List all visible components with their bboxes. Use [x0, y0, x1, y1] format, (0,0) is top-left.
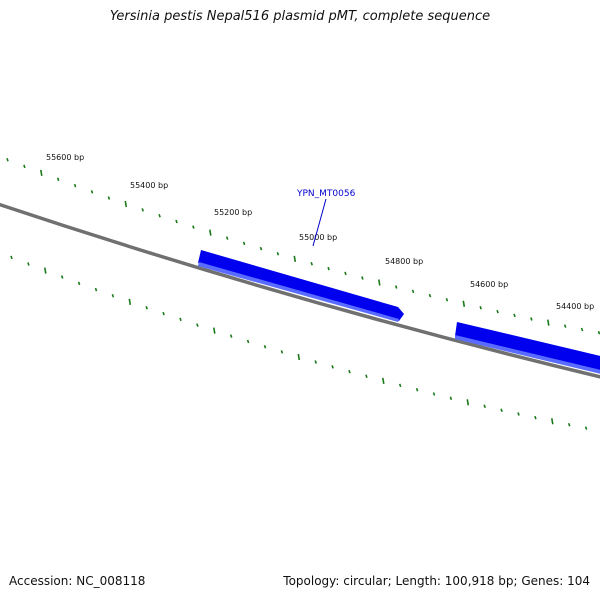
scale-tick	[344, 271, 347, 276]
scale-tick	[361, 276, 364, 280]
scale-tick	[314, 360, 317, 364]
scale-tick	[192, 225, 195, 229]
scale-tick	[107, 196, 111, 200]
scale-tick	[229, 334, 233, 338]
scale-tick	[10, 255, 13, 260]
scale-tick	[162, 311, 165, 316]
scale-tick	[242, 241, 246, 246]
position-label: 54800 bp	[385, 257, 423, 266]
scale-tick	[196, 323, 199, 327]
scale-tick	[263, 344, 267, 349]
scale-tick	[348, 369, 351, 374]
scale-tick	[27, 262, 30, 266]
scale-tick	[141, 208, 144, 212]
scale-tick	[179, 317, 182, 322]
position-label: 55600 bp	[46, 153, 84, 162]
scale-tick	[213, 327, 216, 334]
scale-tick	[297, 353, 301, 361]
position-label: 54600 bp	[470, 280, 508, 289]
gene-label[interactable]: YPN_MT0056	[296, 189, 356, 199]
scale-tick	[496, 309, 499, 314]
position-label: 54400 bp	[556, 302, 594, 311]
scale-tick	[445, 297, 449, 302]
scale-tick	[563, 324, 567, 328]
scale-tick	[276, 252, 280, 256]
scale-tick	[513, 313, 516, 318]
gene-label-leader	[312, 198, 327, 247]
scale-tick	[175, 219, 178, 224]
scale-tick	[327, 266, 330, 271]
scale-tick	[580, 327, 584, 332]
scale-tick	[534, 415, 537, 420]
scale-tick	[209, 229, 212, 236]
scale-tick	[73, 183, 77, 188]
scale-tick	[584, 426, 588, 430]
scale-tick	[111, 294, 115, 298]
scale-tick	[500, 408, 503, 412]
scale-tick	[56, 177, 60, 182]
scale-tick	[145, 306, 148, 310]
gene-arrow[interactable]	[455, 322, 600, 375]
gene-arrow[interactable]	[198, 250, 404, 322]
scale-tick	[124, 200, 128, 208]
map-title: Yersinia pestis Nepal516 plasmid pMT, co…	[109, 9, 491, 24]
scale-tick	[567, 423, 571, 427]
plasmid-backbone	[0, 202, 600, 379]
position-label: 55400 bp	[130, 181, 168, 190]
scale-tick	[94, 287, 98, 292]
inner-ticks	[10, 255, 588, 430]
scale-tick	[259, 246, 263, 251]
scale-tick	[432, 392, 436, 396]
scale-tick	[40, 169, 43, 177]
scale-tick	[378, 279, 381, 286]
scale-tick	[517, 412, 520, 416]
scale-tick	[466, 399, 470, 406]
scale-tick	[365, 374, 368, 379]
scale-tick	[382, 377, 385, 385]
scale-tick	[415, 387, 419, 392]
scale-tick	[479, 306, 482, 310]
scale-tick	[310, 262, 313, 266]
position-label: 55000 bp	[299, 233, 337, 242]
scale-tick	[449, 396, 453, 400]
scale-tick	[128, 298, 132, 305]
scale-tick	[77, 281, 81, 286]
scale-tick	[483, 404, 486, 409]
scale-tick	[411, 289, 415, 294]
scale-tick	[331, 365, 334, 369]
scale-tick	[23, 164, 26, 169]
scale-tick	[6, 158, 9, 162]
scale-tick	[394, 285, 398, 289]
scale-tick	[597, 330, 600, 335]
scale-tick	[44, 267, 47, 274]
position-label: 55200 bp	[214, 208, 252, 217]
scale-tick	[428, 293, 432, 298]
scale-tick	[280, 350, 284, 354]
scale-tick	[530, 317, 533, 321]
scale-tick	[90, 190, 94, 194]
scale-tick	[547, 319, 550, 326]
scale-tick	[398, 383, 402, 388]
scale-tick	[225, 236, 229, 240]
scale-tick	[60, 275, 64, 279]
scale-tick	[551, 418, 554, 425]
outer-ticks	[6, 158, 600, 335]
scale-tick	[293, 255, 297, 262]
accession-text: Accession: NC_008118	[9, 574, 146, 588]
summary-text: Topology: circular; Length: 100,918 bp; …	[283, 574, 590, 588]
scale-tick	[158, 213, 161, 218]
scale-tick	[462, 300, 466, 307]
scale-tick	[246, 339, 250, 344]
position-labels: 55600 bp 55400 bp 55200 bp 55000 bp 54800 bp…	[46, 153, 594, 311]
